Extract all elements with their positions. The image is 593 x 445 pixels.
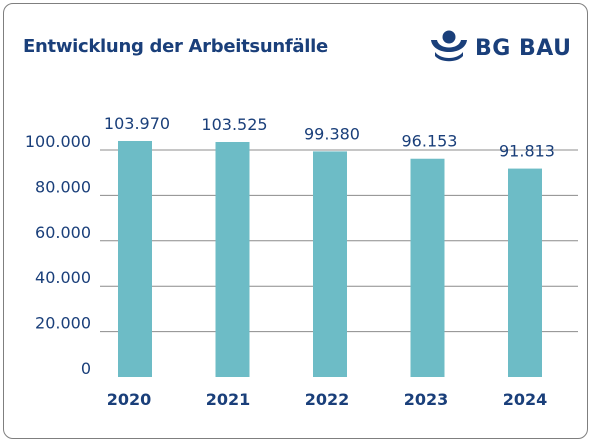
x-category-label: 2022 [305,390,350,409]
y-tick-label: 100.000 [25,132,91,151]
data-label: 103.525 [201,115,267,134]
bar-2022 [313,151,347,377]
x-category-label: 2020 [107,390,152,409]
y-tick-label: 0 [81,359,91,378]
bar-2024 [508,168,542,377]
x-category-label: 2021 [206,390,251,409]
chart-frame [3,3,588,439]
bg-bau-person-icon [431,30,467,62]
chart-title: Entwicklung der Arbeitsunfälle [23,36,328,57]
bar-2023 [410,158,445,377]
y-tick-label: 80.000 [35,177,91,196]
x-category-label: 2023 [404,390,449,409]
y-tick-label: 20.000 [35,314,91,333]
logo: BG BAU [429,30,571,66]
logo-text: BG BAU [475,35,572,61]
y-tick-label: 40.000 [35,268,91,287]
bar-layer [118,140,542,377]
data-label: 91.813 [499,142,555,161]
bar-2021 [215,141,250,377]
data-label: 103.970 [104,114,170,133]
data-label: 99.380 [304,124,360,143]
label-layer: 0 20.000 40.000 60.000 80.000 100.000 103.970 2… [25,114,555,409]
x-category-label: 2024 [503,390,548,409]
bar-2020 [118,140,152,377]
data-label: 96.153 [402,132,458,151]
y-tick-label: 60.000 [35,223,91,242]
